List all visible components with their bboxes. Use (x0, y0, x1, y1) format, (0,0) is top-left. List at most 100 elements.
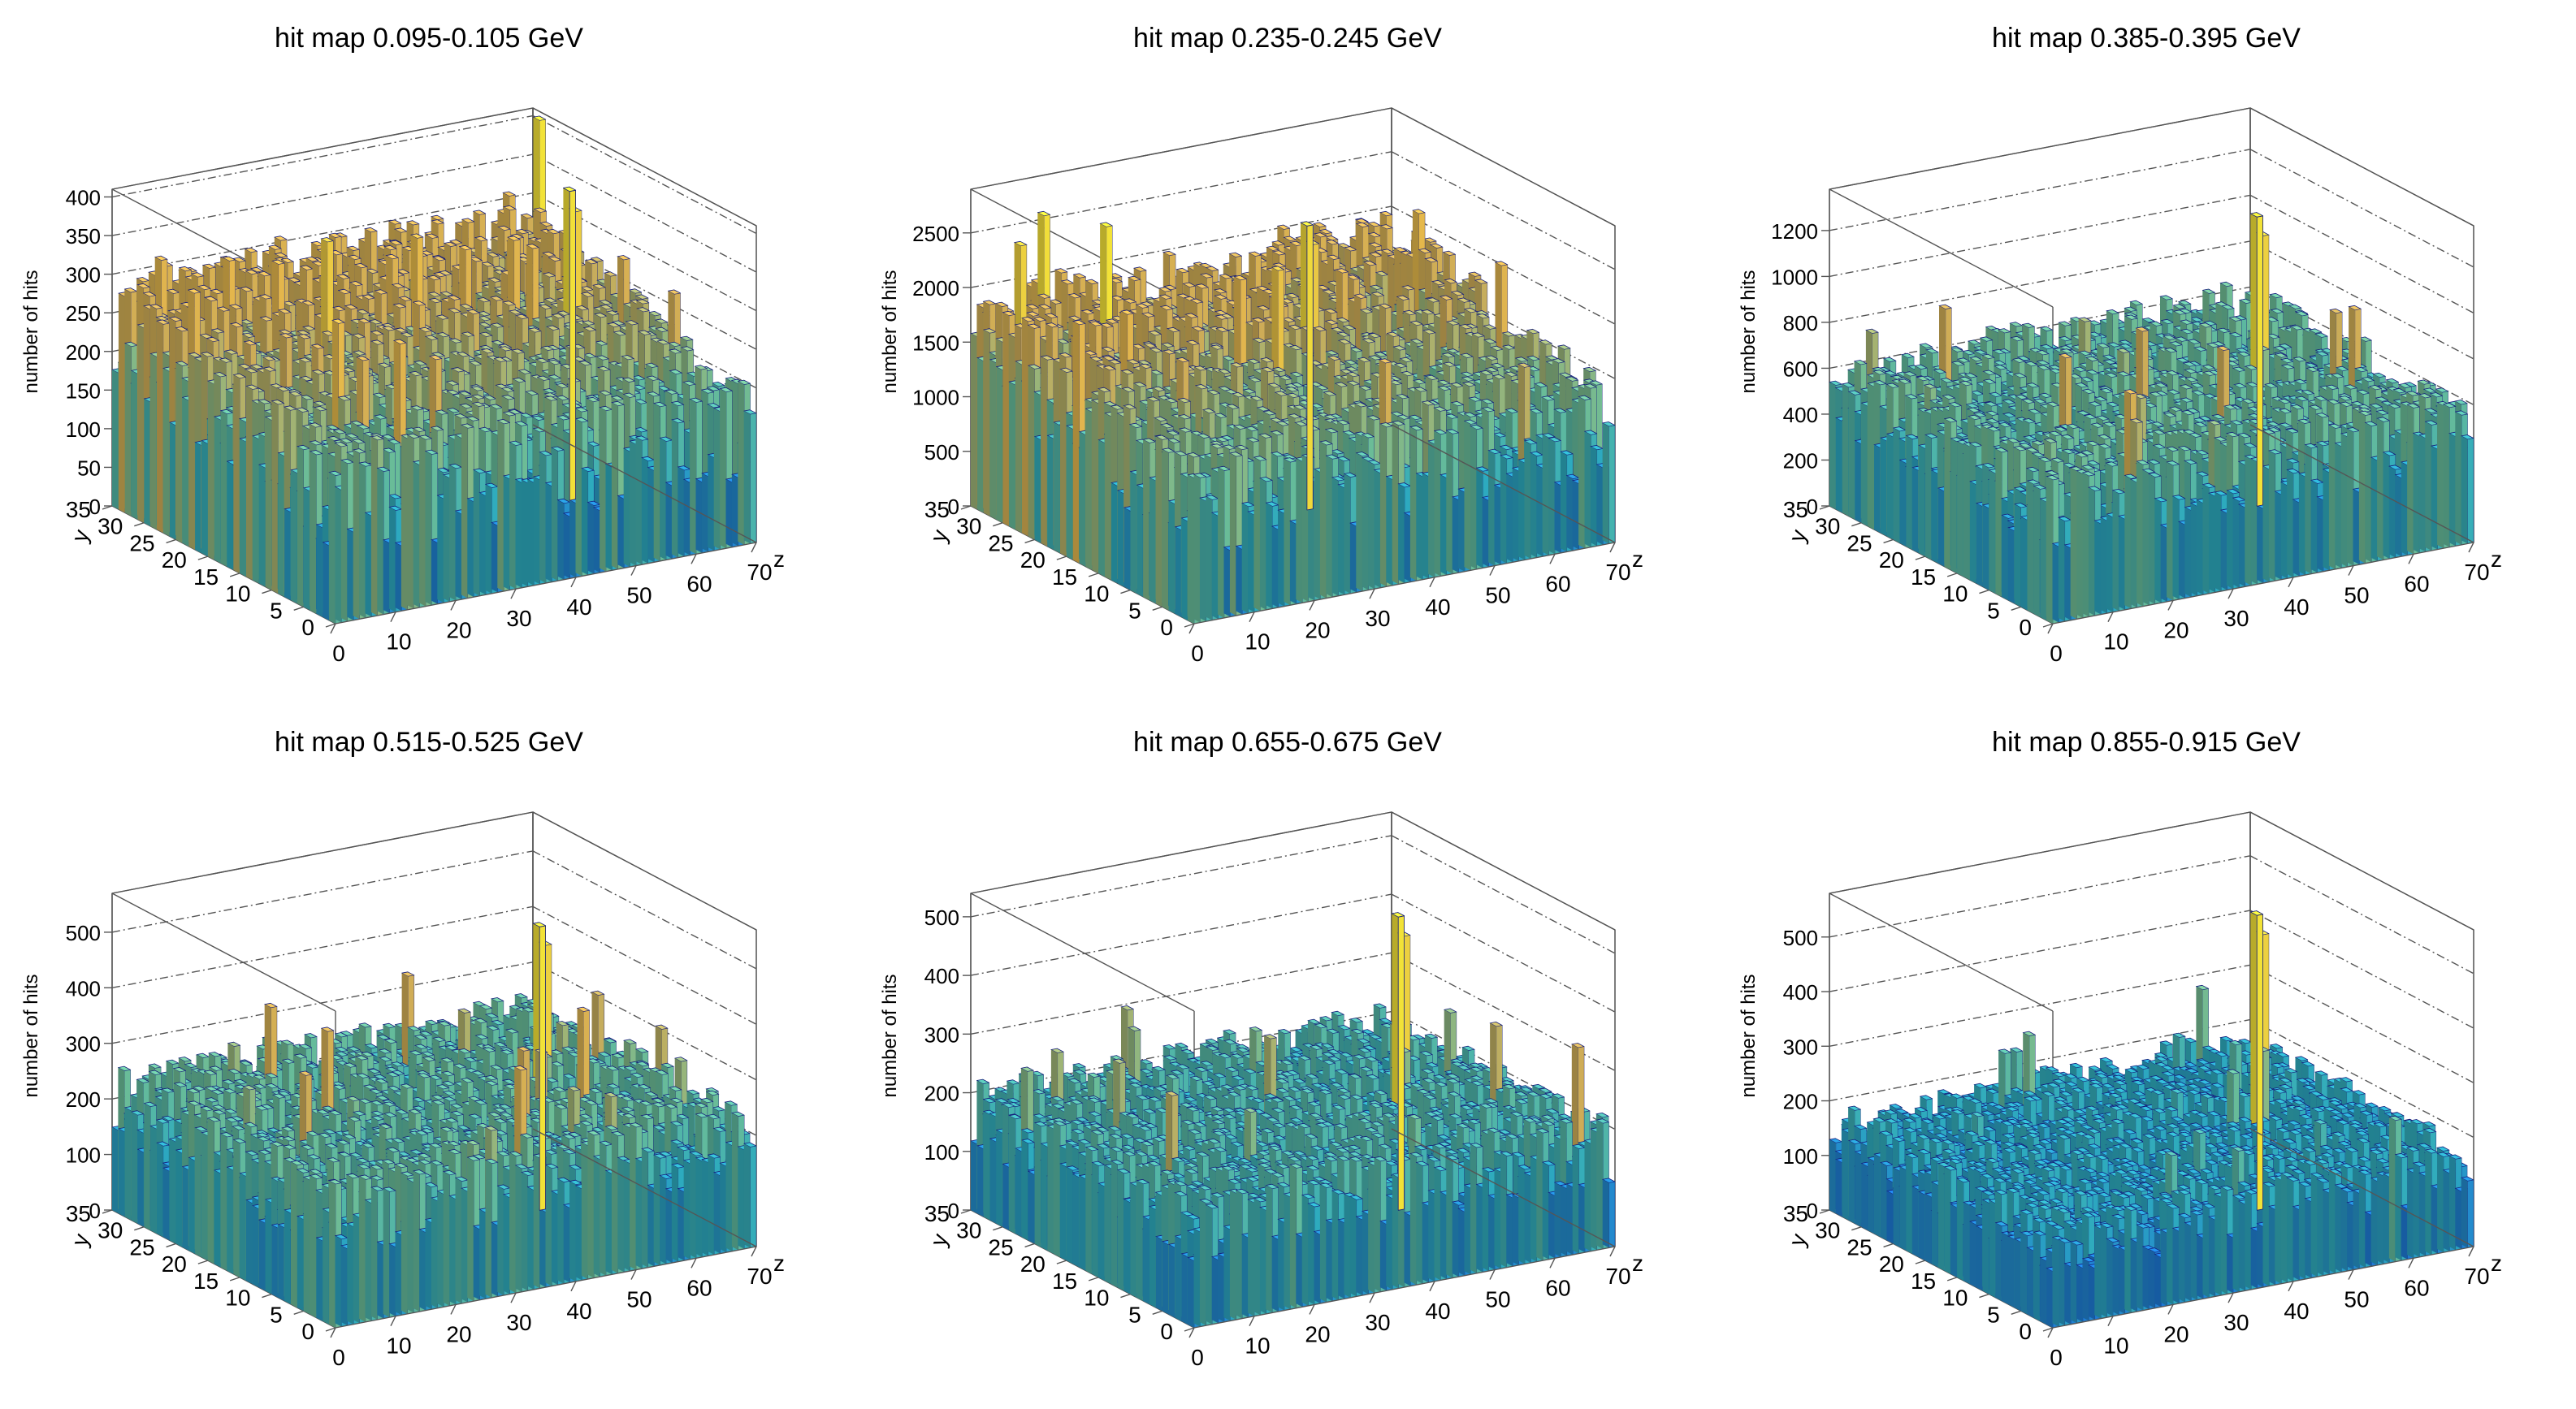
z-axis-label: number of hits (879, 974, 901, 1097)
x-tick (390, 612, 396, 623)
x-tick-label: 30 (1365, 1310, 1390, 1335)
y-tick-label: 15 (1911, 1269, 1936, 1294)
x-tick-label: 70 (1605, 1264, 1630, 1289)
floor-edge-right (1391, 1128, 1616, 1247)
hitmap-panel-2: hit map 0.235-0.245 GeV 0 500 1000 1500 2000 2… (859, 0, 1717, 704)
z-axis-label: number of hits (1738, 974, 1760, 1097)
z-tick-label: 500 (66, 921, 101, 945)
z-tick-label: 0 (89, 495, 101, 519)
x-tick (1369, 1292, 1375, 1303)
y-tick (1915, 1260, 1926, 1264)
y-tick (993, 1226, 1003, 1231)
lego-bars (111, 922, 757, 1329)
y-tick (134, 1226, 145, 1231)
x-tick-label: 20 (1305, 1321, 1330, 1346)
x-tick (2408, 1257, 2414, 1269)
x-tick (1309, 600, 1315, 611)
y-tick (1979, 589, 1989, 594)
z-tick-label: 0 (89, 1199, 101, 1223)
gridline-side (1391, 835, 1616, 954)
gridline-back (1829, 149, 2251, 231)
x-axis-label: z (2491, 1251, 2502, 1276)
y-tick (2011, 1310, 2021, 1315)
gridline-back (1829, 855, 2251, 938)
z-tick-label: 2500 (912, 222, 959, 246)
y-tick-label: 15 (193, 1269, 219, 1294)
y-tick-label: 30 (97, 514, 123, 539)
gridline-back (111, 153, 534, 236)
y-tick-label: 10 (1084, 1286, 1109, 1311)
z-tick-label: 200 (1783, 448, 1818, 473)
y-tick-label: 15 (1911, 564, 1936, 590)
y-tick-label: 35 (1783, 497, 1808, 522)
y-tick-label: 35 (924, 1201, 950, 1226)
floor-edge-front (1193, 542, 1616, 625)
y-tick (1056, 555, 1067, 560)
x-tick (330, 1327, 336, 1338)
y-tick (1819, 1209, 1830, 1214)
z-tick-label: 2000 (912, 276, 959, 300)
x-tick-label: 60 (686, 571, 712, 596)
y-tick-label: 35 (1783, 1201, 1808, 1226)
y-tick-label: 0 (2019, 1319, 2032, 1344)
y-tick-label: 5 (1987, 598, 2000, 623)
y-tick-label: 5 (270, 1302, 283, 1327)
floor-edge-right (532, 1128, 757, 1247)
x-tick (570, 1281, 577, 1292)
floor-edge-right (2249, 424, 2474, 543)
y-tick (1979, 1293, 1989, 1299)
chart-title: hit map 0.385-0.395 GeV (1992, 23, 2301, 54)
x-axis-label: z (773, 1251, 785, 1276)
z-tick-label: 400 (66, 186, 101, 210)
y-tick-label: 0 (1160, 615, 1173, 640)
z-tick-label: 500 (924, 905, 959, 930)
z-tick-label: 100 (924, 1140, 959, 1165)
x-tick-label: 60 (686, 1275, 712, 1300)
x-tick (1188, 1327, 1195, 1338)
x-tick-label: 60 (1545, 571, 1570, 596)
y-tick (134, 522, 145, 527)
y-tick-label: 5 (1987, 1302, 2000, 1327)
z-tick-label: 100 (66, 1143, 101, 1168)
lego-bars (111, 115, 757, 625)
lego-bars (970, 912, 1616, 1329)
y-tick (1024, 1243, 1035, 1248)
gridline-back (111, 850, 534, 933)
chart-title: hit map 0.235-0.245 GeV (1133, 23, 1442, 54)
x-tick-label: 30 (1365, 606, 1390, 631)
top-edge-right (2249, 107, 2474, 227)
x-tick (2047, 1327, 2054, 1338)
x-tick-label: 30 (506, 606, 531, 631)
x-tick (1609, 1246, 1616, 1257)
y-tick (1819, 505, 1830, 510)
x-tick-label: 40 (566, 594, 591, 620)
z-tick-label: 300 (66, 263, 101, 287)
gridline-back (1829, 240, 2251, 323)
x-axis-label: z (1632, 1251, 1643, 1276)
gridline-back (111, 905, 534, 989)
y-tick (1056, 1260, 1067, 1264)
top-edge-left (970, 188, 1195, 308)
y-tick (1024, 538, 1035, 544)
x-tick-label: 40 (1425, 594, 1450, 620)
y-tick-label: 30 (1815, 514, 1840, 539)
y-tick-label: 30 (956, 514, 981, 539)
x-tick (2047, 623, 2054, 634)
x-tick-label: 40 (2284, 594, 2309, 620)
gridline-back (1829, 910, 2251, 992)
x-tick (630, 565, 637, 576)
y-tick (262, 1293, 272, 1299)
x-tick (510, 588, 517, 599)
z-tick-label: 1000 (912, 386, 959, 410)
x-tick-label: 0 (1191, 641, 1204, 666)
x-tick (751, 542, 757, 553)
top-edge-left (1829, 188, 2054, 308)
z-tick-label: 0 (1807, 495, 1818, 519)
y-tick (1851, 522, 1862, 527)
x-tick (1489, 1269, 1496, 1280)
y-tick (293, 1310, 304, 1315)
z-tick-label: 200 (1783, 1090, 1818, 1114)
chart-title: hit map 0.095-0.105 GeV (275, 23, 583, 54)
hitmap-panel-4: hit map 0.515-0.525 GeV 0 100 200 300 400 500 n… (0, 704, 859, 1408)
